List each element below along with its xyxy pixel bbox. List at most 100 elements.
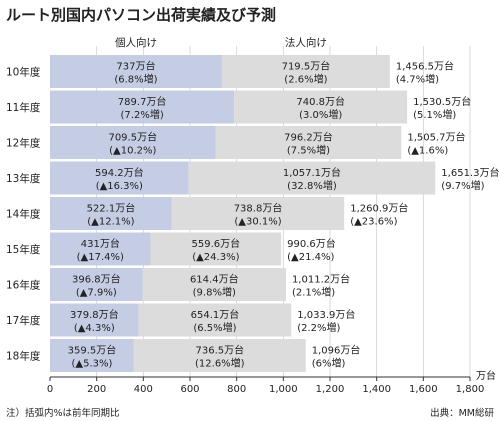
bar-segment (50, 232, 151, 266)
bar-change-label: (7.5%増) (287, 144, 330, 157)
total-change-label: (4.7%増) (396, 73, 439, 86)
x-tick-label: 200 (87, 384, 106, 395)
bar-segment (50, 161, 189, 195)
bar-change-label: (▲5.3%) (71, 359, 112, 370)
bar-segment (221, 55, 390, 88)
category-label: 11年度 (6, 101, 41, 114)
x-tick-label: 0 (47, 384, 53, 395)
bar-segment (133, 339, 306, 372)
bar-segment (142, 268, 286, 301)
total-value-label: 1,651.3万台 (441, 166, 499, 179)
total-value-label: 1,260.9万台 (350, 202, 408, 215)
bar-segment (150, 232, 282, 266)
category-label: 17年度 (6, 314, 41, 327)
bar-segment (234, 90, 408, 124)
bar-row: 11年度 789.7万台(7.2%増) 740.8万台(3.0%増) 1,530.5万… (6, 90, 471, 124)
bar-value-label: 740.8万台 (296, 95, 345, 108)
category-label: 10年度 (6, 66, 41, 79)
total-change-label: (9.7%増) (441, 179, 484, 192)
total-value-label: 1,011.2万台 (292, 273, 350, 286)
category-label: 14年度 (6, 208, 41, 221)
bar-segment (171, 197, 345, 230)
bar-row: 13年度 594.2万台 (▲16.3%) 1,057.1万台(32.8%増) 1,65… (6, 161, 499, 195)
bar-change-label: (▲17.4%) (77, 252, 124, 263)
series-headers: 個人向け 法人向け (115, 36, 327, 49)
bar-change-label: (▲7.9%) (76, 288, 117, 299)
bar-value-label: 709.5万台 (108, 131, 157, 144)
bar-segment (50, 90, 235, 124)
bar-change-label: (▲24.3%) (192, 252, 239, 263)
bar-segment (188, 161, 436, 195)
category-label: 16年度 (6, 279, 41, 292)
bar-segment (50, 303, 139, 337)
x-tick-label: 1,600 (409, 384, 438, 395)
total-value-label: 1,456.5万台 (396, 60, 454, 73)
bar-row: 16年度 396.8万台 (▲7.9%) 614.4万台(9.8%増) 1,011.2万… (6, 268, 350, 301)
bar-change-label: (▲12.1%) (87, 217, 134, 228)
x-tick-label: 400 (134, 384, 153, 395)
chart-title: ルート別国内パソコン出荷実績及び予測 (6, 6, 276, 24)
bar-row: 17年度 379.8万台 (▲4.3%) 654.1万台(6.5%増) 1,033.9万… (6, 303, 355, 337)
x-axis: 0 200 400 600 800 1,000 1,200 1,400 1,600 1,800 万台 (47, 369, 496, 395)
bar-change-label: (9.8%増) (193, 286, 236, 299)
footnote: 注）括弧内%は前年同期比 (6, 407, 120, 419)
bar-row: 15年度 431万台 (▲17.4%) 559.6万台 (▲24.3%) 990.6万台 (… (6, 232, 336, 266)
bar-row: 14年度 522.1万台 (▲12.1%) 738.8万台 (▲30.1%) 1,260.… (6, 197, 408, 230)
bar-change-label: (12.6%増) (195, 357, 245, 370)
bar-row: 10年度 737万台(6.8%増) 719.5万台(2.6%増) 1,456.5万台(… (6, 55, 454, 88)
x-tick-label: 1,800 (456, 384, 485, 395)
bar-change-label: (6.8%増) (114, 73, 157, 86)
bar-change-label: (32.8%増) (287, 179, 337, 192)
bar-change-label: (▲10.2%) (109, 146, 156, 157)
source-note: 出典：MM総研 (430, 407, 494, 419)
series-header-label: 個人向け (115, 36, 157, 49)
total-value-label: 1,505.7万台 (407, 131, 465, 144)
bar-value-label: 719.5万台 (282, 60, 331, 73)
category-label: 18年度 (6, 350, 41, 363)
bar-value-label: 738.8万台 (234, 202, 283, 215)
bar-segment (50, 126, 216, 159)
bar-change-label: (2.6%増) (284, 73, 327, 86)
total-change-label: (6%増) (312, 357, 346, 370)
bar-segment (138, 303, 292, 337)
category-label: 13年度 (6, 172, 41, 185)
bar-change-label: (▲30.1%) (234, 217, 281, 228)
x-tick-label: 800 (227, 384, 246, 395)
total-change-label: (2.2%増) (297, 321, 340, 334)
bar-row: 18年度 359.5万台 (▲5.3%) 736.5万台(12.6%増) 1,096万台… (6, 339, 360, 372)
bar-value-label: 396.8万台 (72, 273, 121, 286)
total-value-label: 990.6万台 (287, 237, 336, 250)
bar-value-label: 522.1万台 (87, 202, 136, 215)
total-change-label: (▲23.6%) (350, 217, 397, 228)
category-label: 12年度 (6, 137, 41, 150)
total-change-label: (▲1.6%) (407, 146, 448, 157)
total-change-label: (▲21.4%) (287, 252, 334, 263)
bar-value-label: 789.7万台 (118, 95, 167, 108)
bar-value-label: 736.5万台 (195, 344, 244, 357)
chart-rows: 10年度 737万台(6.8%増)719.5万台(2.6%増)1,456.5万台(… (6, 55, 499, 372)
total-value-label: 1,033.9万台 (297, 308, 355, 321)
bar-value-label: 359.5万台 (68, 344, 117, 357)
total-value-label: 1,096万台 (312, 344, 361, 357)
bar-value-label: 594.2万台 (95, 166, 144, 179)
total-change-label: (5.1%増) (413, 108, 456, 121)
bar-segment (215, 126, 402, 159)
bar-value-label: 737万台 (116, 60, 155, 73)
bar-value-label: 379.8万台 (70, 308, 119, 321)
bar-segment (50, 339, 134, 372)
x-tick-label: 1,400 (362, 384, 391, 395)
bar-change-label: (▲16.3%) (96, 181, 143, 192)
bar-value-label: 654.1万台 (191, 308, 240, 321)
bar-row: 12年度 709.5万台 (▲10.2%) 796.2万台(7.5%増) 1,505.7… (6, 126, 466, 159)
x-tick-label: 1,200 (316, 384, 345, 395)
category-label: 15年度 (6, 243, 41, 256)
series-header-label: 法人向け (285, 36, 327, 49)
bar-value-label: 1,057.1万台 (283, 166, 341, 179)
bar-value-label: 431万台 (81, 237, 120, 250)
bar-value-label: 796.2万台 (284, 131, 333, 144)
bar-change-label: (▲4.3%) (74, 323, 115, 334)
bar-value-label: 559.6万台 (192, 237, 241, 250)
bar-change-label: (6.5%増) (193, 321, 236, 334)
bar-change-label: (3.0%増) (299, 108, 342, 121)
